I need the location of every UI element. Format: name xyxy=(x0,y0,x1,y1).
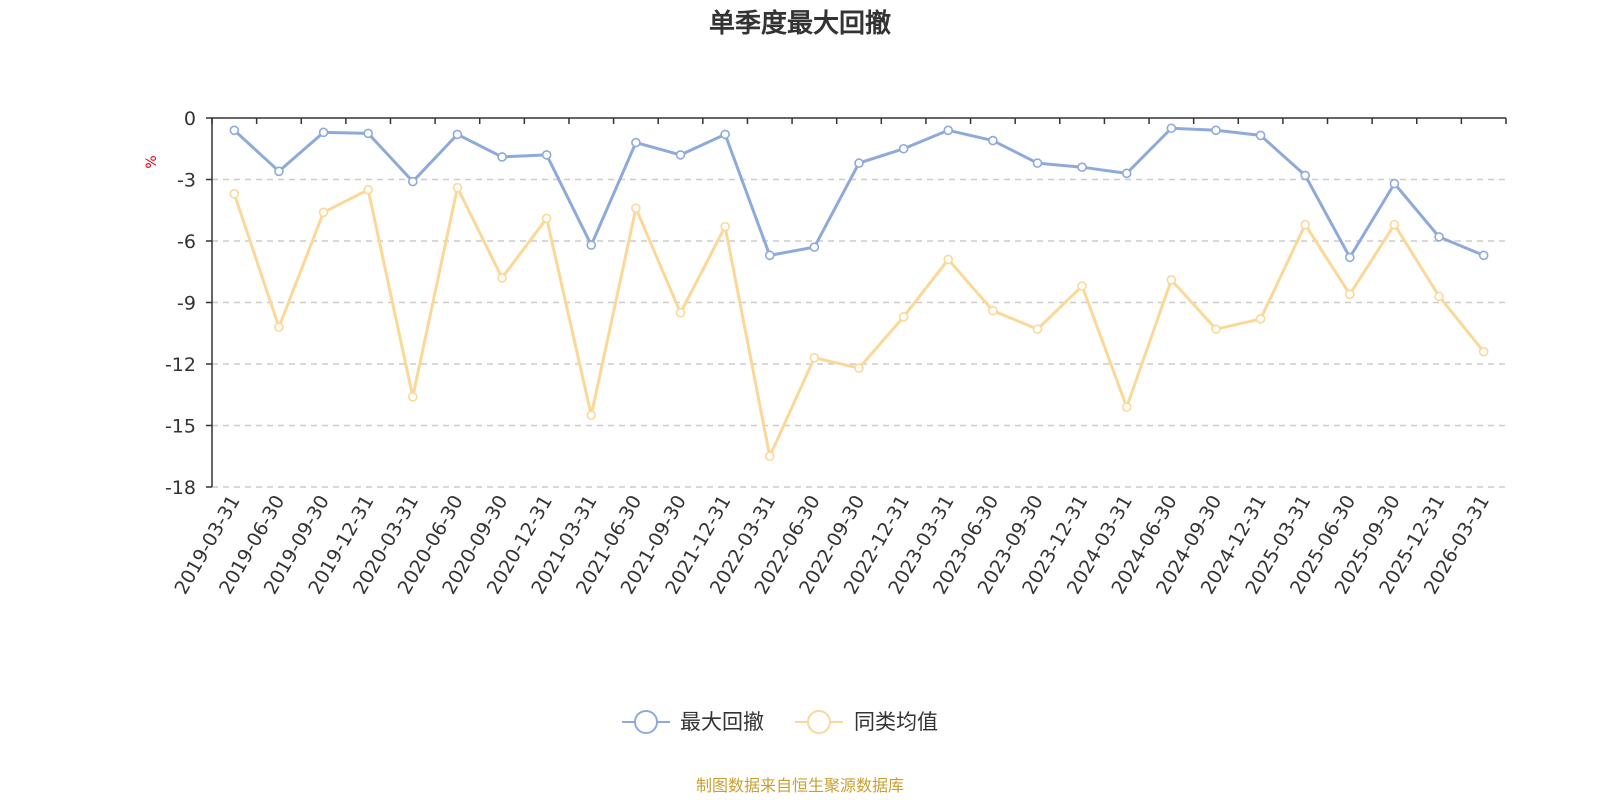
data-point xyxy=(274,166,284,177)
data-point xyxy=(586,240,597,250)
data-point xyxy=(631,137,641,148)
data-point xyxy=(497,273,507,283)
data-point xyxy=(363,128,373,139)
data-point xyxy=(720,129,730,140)
legend-label: 最大回撤 xyxy=(680,710,764,734)
legend-label: 同类均值 xyxy=(854,710,938,734)
data-point xyxy=(318,127,329,138)
y-tick-label: -15 xyxy=(165,416,196,438)
data-point xyxy=(1166,275,1177,285)
data-point xyxy=(1478,250,1489,261)
y-tick-label: -18 xyxy=(165,477,196,499)
data-point xyxy=(1032,158,1043,168)
data-point xyxy=(1166,123,1177,134)
data-point xyxy=(631,203,641,213)
data-point xyxy=(1077,281,1087,291)
data-point xyxy=(363,184,373,195)
data-point xyxy=(1121,168,1132,179)
data-point xyxy=(452,129,463,140)
data-point xyxy=(809,242,820,252)
data-point xyxy=(764,451,775,462)
axes: 0-3-6-9-12-15-182019-03-312019-06-302019… xyxy=(165,108,1507,598)
data-point xyxy=(541,150,552,160)
chart-title: 单季度最大回撤 xyxy=(709,8,891,39)
data-point xyxy=(1345,252,1355,263)
data-point xyxy=(898,312,909,322)
data-point xyxy=(1300,219,1311,230)
data-point xyxy=(764,250,775,261)
data-point xyxy=(1389,178,1400,189)
data-point xyxy=(407,391,418,402)
series-1 xyxy=(229,123,1489,263)
grid-lines xyxy=(212,178,1506,488)
data-point xyxy=(1077,162,1087,172)
data-point xyxy=(318,207,329,218)
data-point xyxy=(1434,232,1444,242)
legend-marker xyxy=(634,710,658,734)
data-point xyxy=(1300,170,1311,181)
y-tick-label: 0 xyxy=(184,108,196,130)
data-point xyxy=(675,307,686,318)
data-point xyxy=(452,182,463,193)
data-point xyxy=(675,150,686,160)
data-point xyxy=(1389,219,1400,230)
y-tick-label: -6 xyxy=(177,231,196,253)
data-point xyxy=(586,410,597,421)
legend-item-2[interactable]: 同类均值 xyxy=(795,710,938,734)
data-point xyxy=(1211,324,1221,334)
y-tick-label: -12 xyxy=(165,354,196,376)
data-point xyxy=(809,353,820,363)
data-point xyxy=(1434,291,1444,302)
data-source-note: 制图数据来自恒生聚源数据库 xyxy=(696,776,904,795)
data-point xyxy=(1255,130,1266,141)
data-point xyxy=(720,221,730,232)
y-axis-unit: % xyxy=(144,155,160,168)
data-point xyxy=(1121,402,1132,412)
legend-item-1[interactable]: 最大回撤 xyxy=(622,710,764,734)
data-point xyxy=(541,213,552,224)
series-2 xyxy=(229,182,1489,462)
data-point xyxy=(1255,314,1266,324)
data-point xyxy=(988,135,998,146)
data-point xyxy=(1211,125,1221,136)
legend[interactable]: 最大回撤 同类均值 xyxy=(622,710,938,734)
legend-marker xyxy=(807,710,831,734)
y-tick-label: -3 xyxy=(177,170,196,192)
data-point xyxy=(407,176,418,187)
data-point xyxy=(1345,289,1355,300)
y-tick-label: -9 xyxy=(177,293,196,315)
data-point xyxy=(943,125,954,136)
data-point xyxy=(497,152,507,162)
series-line xyxy=(233,126,1485,259)
data-point xyxy=(274,322,284,332)
data-point xyxy=(898,143,909,154)
data-point xyxy=(1032,324,1043,334)
data-point xyxy=(1478,346,1489,357)
data-point xyxy=(854,158,864,168)
data-point xyxy=(943,254,954,265)
data-point xyxy=(854,363,864,373)
series-line xyxy=(232,186,1485,458)
series-lines xyxy=(229,123,1489,462)
data-point xyxy=(229,125,240,136)
data-point xyxy=(988,305,998,316)
data-point xyxy=(229,189,240,199)
